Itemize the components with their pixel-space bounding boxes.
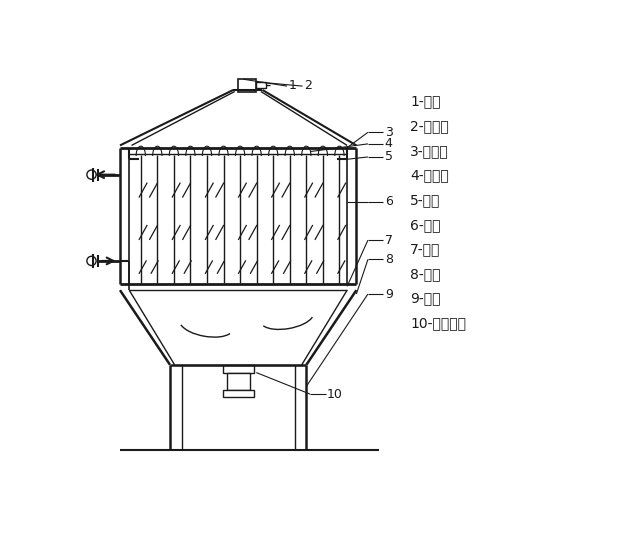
Text: 5: 5 <box>385 151 393 164</box>
Text: 4: 4 <box>385 137 392 150</box>
Text: 8: 8 <box>385 253 393 266</box>
Text: 6-滤袋: 6-滤袋 <box>410 218 441 232</box>
Text: 7: 7 <box>385 233 393 246</box>
Bar <box>256 82 266 88</box>
Text: 6: 6 <box>385 195 392 208</box>
Bar <box>227 372 250 390</box>
Text: 9-支柱: 9-支柱 <box>410 292 441 306</box>
Text: 7-花板: 7-花板 <box>410 242 441 257</box>
Text: 1-电机: 1-电机 <box>410 95 441 109</box>
Text: 5-支座: 5-支座 <box>410 193 441 207</box>
Text: 2-偏心块: 2-偏心块 <box>410 119 449 133</box>
Text: 10-密封插板: 10-密封插板 <box>410 316 466 330</box>
Text: 2: 2 <box>304 79 312 92</box>
Text: 9: 9 <box>385 287 392 301</box>
Text: 4-橡胶座: 4-橡胶座 <box>410 168 449 182</box>
Bar <box>238 79 256 91</box>
Text: 8-灰斗: 8-灰斗 <box>410 267 441 281</box>
Text: 3-振动架: 3-振动架 <box>410 144 449 158</box>
Bar <box>223 365 254 372</box>
Text: 10: 10 <box>327 387 343 401</box>
Text: 1: 1 <box>289 79 296 92</box>
Bar <box>223 390 254 397</box>
Text: 3: 3 <box>385 126 392 139</box>
